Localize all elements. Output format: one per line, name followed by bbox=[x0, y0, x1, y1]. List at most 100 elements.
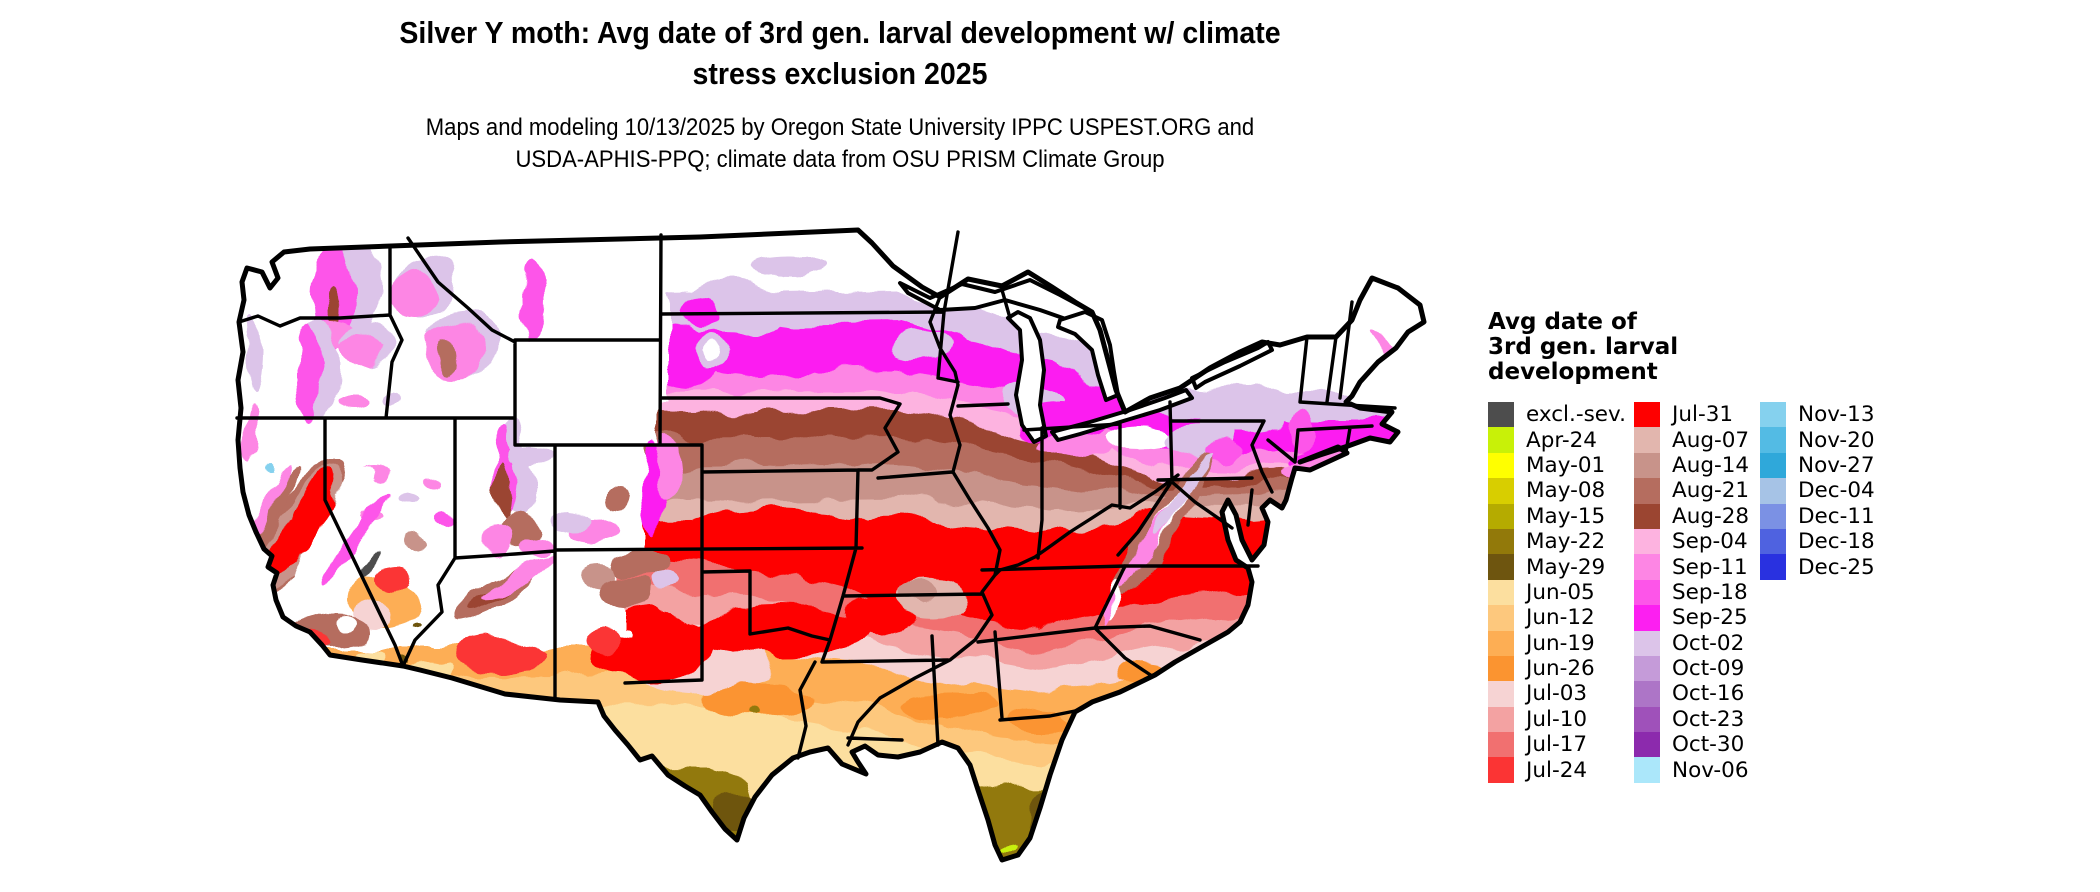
legend-entry: Aug-21 bbox=[1634, 478, 1750, 504]
map-title-line1: Silver Y moth: Avg date of 3rd gen. larv… bbox=[399, 15, 1281, 50]
legend-title-line3: development bbox=[1488, 359, 1658, 385]
legend-swatch bbox=[1488, 681, 1514, 707]
legend-swatch bbox=[1634, 630, 1660, 656]
legend-label: Oct-23 bbox=[1672, 706, 1745, 732]
legend-swatch bbox=[1634, 528, 1660, 555]
legend-columns: excl.-sev. Apr-24 May-01 May-08 May-15 May-22… bbox=[1488, 402, 2088, 792]
legend-label: Dec-25 bbox=[1798, 554, 1875, 580]
legend-label: Jun-12 bbox=[1526, 605, 1595, 631]
legend-swatch bbox=[1760, 402, 1786, 428]
legend-swatch bbox=[1488, 452, 1514, 479]
legend-entry: Oct-02 bbox=[1634, 630, 1749, 656]
legend-label: Sep-25 bbox=[1672, 605, 1748, 631]
legend-entry: Nov-20 bbox=[1760, 427, 1875, 453]
legend-swatch bbox=[1634, 427, 1660, 453]
legend-label: Dec-18 bbox=[1798, 529, 1875, 555]
legend-label: Nov-27 bbox=[1798, 452, 1875, 478]
legend-label: May-15 bbox=[1526, 503, 1606, 529]
legend-swatch bbox=[1760, 452, 1786, 479]
legend-entry: Aug-07 bbox=[1634, 427, 1750, 453]
legend-label: Aug-14 bbox=[1672, 452, 1750, 478]
map-title-line2: stress exclusion 2025 bbox=[692, 56, 988, 91]
map-subtitle-line2: USDA-APHIS-PPQ; climate data from OSU PR… bbox=[515, 146, 1165, 173]
legend-entry: May-22 bbox=[1488, 528, 1626, 555]
legend-column: Nov-13 Nov-20 Nov-27 Dec-04 Dec-11 Dec-18 Dec-… bbox=[1760, 402, 1875, 580]
legend-label: Nov-06 bbox=[1672, 757, 1749, 783]
legend-swatch bbox=[1488, 732, 1514, 758]
legend-entry: Jun-12 bbox=[1488, 605, 1626, 631]
legend-label: Oct-30 bbox=[1672, 732, 1745, 758]
map-paint-clip bbox=[238, 230, 1424, 860]
legend-entry: Sep-25 bbox=[1634, 605, 1749, 631]
legend-entry: May-01 bbox=[1488, 452, 1626, 479]
legend-entry: Jun-26 bbox=[1488, 655, 1626, 682]
legend-entry: Dec-04 bbox=[1760, 478, 1875, 504]
legend-label: Jul-17 bbox=[1526, 732, 1588, 758]
legend-swatch bbox=[1488, 757, 1514, 783]
legend-entry: Jun-05 bbox=[1488, 579, 1626, 606]
legend-swatch bbox=[1634, 452, 1660, 479]
legend-label: Nov-13 bbox=[1798, 402, 1875, 428]
legend-title-line1: Avg date of bbox=[1488, 309, 1637, 335]
header: Silver Y moth: Avg date of 3rd gen. larv… bbox=[196, 12, 1484, 176]
legend-label: Aug-07 bbox=[1672, 427, 1750, 453]
legend-swatch bbox=[1488, 630, 1514, 656]
legend-swatch bbox=[1488, 427, 1514, 453]
legend-entry: Dec-11 bbox=[1760, 503, 1875, 529]
legend-entry: Dec-25 bbox=[1760, 554, 1875, 580]
legend-swatch bbox=[1760, 427, 1786, 453]
legend-entry: Sep-04 bbox=[1634, 528, 1749, 555]
legend-entry: Jul-10 bbox=[1488, 706, 1626, 733]
legend-swatch bbox=[1488, 605, 1514, 631]
legend-swatch bbox=[1488, 528, 1514, 555]
legend-entry: Dec-18 bbox=[1760, 528, 1875, 555]
legend-swatch bbox=[1634, 706, 1660, 733]
legend-entry: Oct-09 bbox=[1634, 655, 1749, 682]
legend-title: Avg date of 3rd gen. larval development bbox=[1488, 310, 2088, 385]
legend-label: Jun-19 bbox=[1526, 630, 1595, 656]
map-color-bands bbox=[238, 230, 1424, 860]
lake-michigan bbox=[1006, 310, 1048, 444]
legend-entry: May-15 bbox=[1488, 503, 1626, 529]
legend-label: May-08 bbox=[1526, 478, 1606, 504]
map-subtitle-line1: Maps and modeling 10/13/2025 by Oregon S… bbox=[425, 114, 1255, 141]
legend-column: Jul-31 Aug-07 Aug-14 Aug-21 Aug-28 Sep-04 Sep-… bbox=[1634, 402, 1749, 783]
lake-ontario bbox=[1190, 340, 1274, 390]
legend-entry: Aug-14 bbox=[1634, 452, 1750, 479]
legend-entry: Aug-28 bbox=[1634, 503, 1749, 529]
legend-entry: Jun-19 bbox=[1488, 630, 1626, 656]
legend-entry: Jul-17 bbox=[1488, 732, 1626, 758]
legend-label: Oct-09 bbox=[1672, 656, 1745, 682]
legend-swatch bbox=[1488, 554, 1514, 580]
legend-label: Dec-04 bbox=[1798, 478, 1875, 504]
legend-swatch bbox=[1634, 605, 1660, 631]
legend-swatch bbox=[1760, 528, 1786, 555]
nation-outline bbox=[235, 227, 1427, 863]
legend-entry: Sep-11 bbox=[1634, 554, 1749, 580]
legend-label: Oct-02 bbox=[1672, 630, 1745, 656]
map-subtitle: Maps and modeling 10/13/2025 by Oregon S… bbox=[196, 112, 1484, 176]
legend-entry: May-08 bbox=[1488, 478, 1626, 504]
legend-entry: Jul-31 bbox=[1634, 402, 1749, 428]
legend-entry: excl.-sev. bbox=[1488, 402, 1626, 428]
legend-label: Aug-21 bbox=[1672, 478, 1750, 504]
legend-swatch bbox=[1634, 554, 1660, 580]
legend-entry: Oct-16 bbox=[1634, 681, 1749, 707]
state-borders bbox=[235, 230, 1397, 760]
legend-label: May-01 bbox=[1526, 452, 1606, 478]
legend-swatch bbox=[1760, 503, 1786, 529]
legend-label: Jun-26 bbox=[1526, 656, 1595, 682]
legend-label: excl.-sev. bbox=[1526, 402, 1626, 428]
legend-entry: Sep-18 bbox=[1634, 579, 1749, 606]
legend-swatch bbox=[1760, 554, 1786, 580]
legend-label: Jul-03 bbox=[1526, 681, 1588, 707]
legend-swatch bbox=[1634, 402, 1660, 428]
legend-label: Dec-11 bbox=[1798, 503, 1875, 529]
legend-swatch bbox=[1634, 579, 1660, 606]
legend-swatch bbox=[1488, 579, 1514, 606]
legend-swatch bbox=[1488, 706, 1514, 733]
legend-swatch bbox=[1488, 478, 1514, 504]
legend-entry: Apr-24 bbox=[1488, 427, 1626, 453]
legend-label: May-22 bbox=[1526, 529, 1606, 555]
